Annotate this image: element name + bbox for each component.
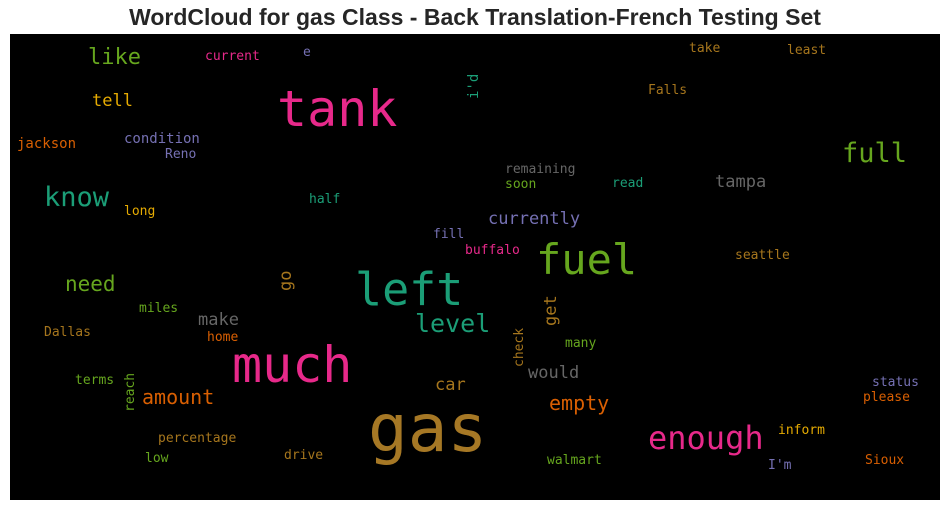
word: empty — [549, 391, 610, 415]
word: soon — [505, 177, 537, 192]
word: tell — [92, 91, 133, 111]
word: e — [303, 45, 311, 60]
word: would — [528, 363, 580, 383]
word: seattle — [735, 248, 790, 263]
word: fill — [433, 227, 465, 242]
word: currently — [488, 209, 581, 229]
word: remaining — [505, 162, 576, 177]
word: make — [198, 310, 239, 330]
word: condition — [124, 131, 200, 147]
word: left — [355, 263, 464, 316]
word: tank — [277, 80, 398, 138]
word: status — [872, 375, 919, 390]
word: check — [512, 327, 527, 367]
word: walmart — [547, 453, 602, 468]
word: like — [88, 45, 141, 70]
word: please — [863, 390, 910, 405]
word: read — [612, 176, 644, 191]
word: percentage — [158, 431, 237, 446]
word: least — [787, 43, 827, 58]
word: buffalo — [465, 243, 520, 258]
word: I'm — [768, 458, 792, 473]
word: need — [65, 272, 116, 296]
word: jackson — [17, 136, 77, 152]
word: many — [565, 336, 597, 351]
word: amount — [142, 385, 215, 409]
word: much — [232, 336, 353, 394]
word: Falls — [648, 83, 688, 98]
word: Sioux — [865, 453, 905, 468]
wordcloud-canvas: gas tank much left fuel enough full know… — [10, 34, 940, 500]
word: gas — [368, 390, 488, 467]
word: inform — [778, 423, 825, 438]
chart-title: WordCloud for gas Class - Back Translati… — [129, 4, 821, 30]
word: long — [124, 204, 156, 219]
word: tampa — [715, 172, 767, 192]
word: half — [309, 192, 341, 207]
word: full — [842, 138, 908, 169]
word: take — [689, 41, 721, 56]
word: car — [435, 375, 466, 395]
word: home — [207, 330, 239, 345]
word: reach — [123, 372, 138, 412]
word: Dallas — [44, 325, 91, 340]
word: know — [44, 182, 110, 213]
word: low — [145, 451, 169, 466]
word: Reno — [165, 147, 197, 162]
word: terms — [75, 373, 115, 388]
word: i'd — [466, 73, 482, 99]
word: drive — [284, 448, 324, 463]
word: get — [541, 295, 561, 326]
word: miles — [139, 301, 179, 316]
word: enough — [648, 419, 764, 457]
word: level — [415, 309, 491, 338]
word: go — [276, 270, 296, 291]
word: current — [205, 49, 260, 64]
word: fuel — [536, 235, 638, 284]
